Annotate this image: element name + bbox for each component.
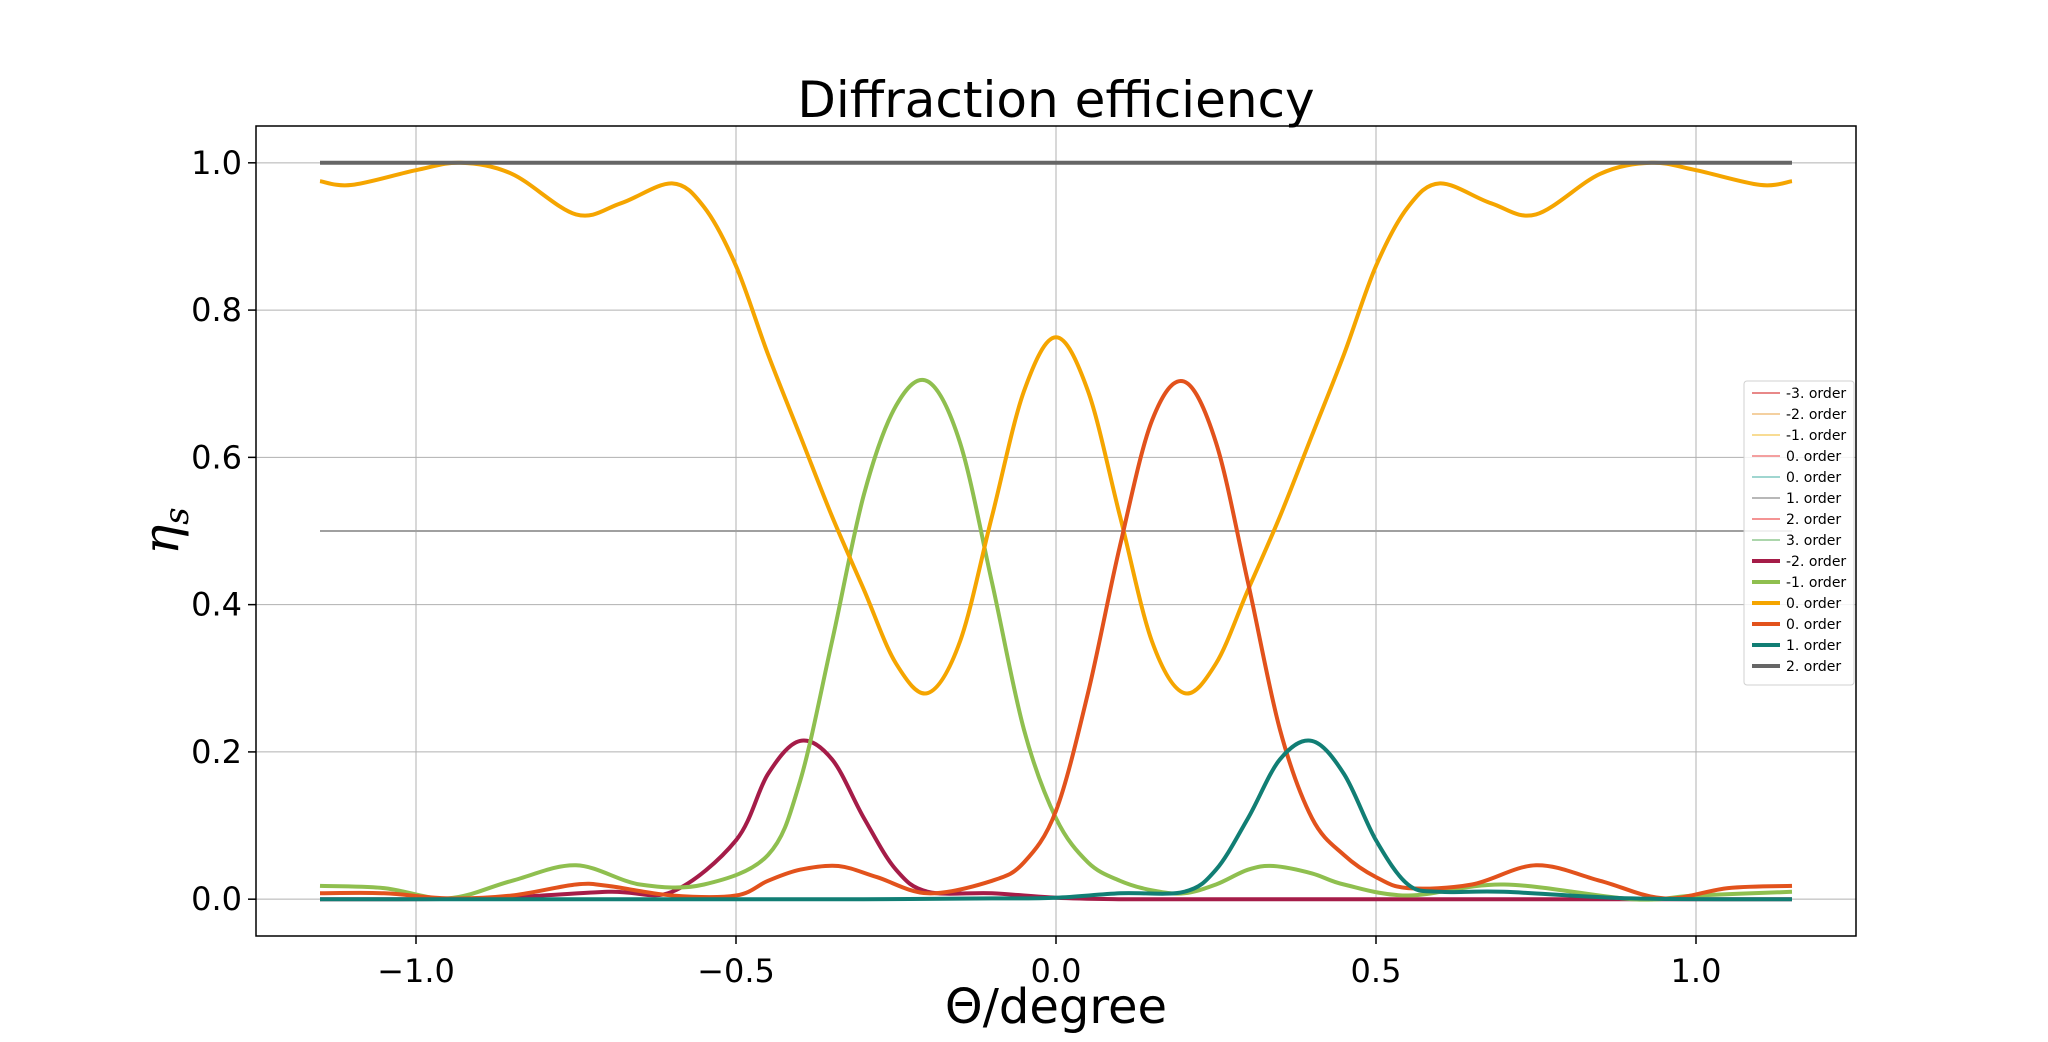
x-axis: −1.0 −0.5 0.0 0.5 1.0 (377, 936, 1721, 990)
y-tick-label: 0.4 (191, 586, 242, 624)
series-line-0-order-10 (319, 160, 1793, 696)
legend-label: 1. order (1786, 638, 1841, 654)
legend-box (1743, 380, 1855, 686)
series-line-1-order-9 (319, 378, 1793, 902)
legend-label: 2. order (1786, 659, 1841, 675)
y-tick-label: 1.0 (191, 144, 242, 182)
legend-label: 2. order (1786, 512, 1841, 528)
x-tick-label: −0.5 (697, 952, 775, 990)
x-axis-label: Θ/degree (945, 979, 1167, 1035)
series-line-0-order-11 (319, 379, 1793, 901)
y-tick-label: 0.2 (191, 733, 242, 771)
y-axis-label: ηs (132, 507, 197, 554)
legend-label: -3. order (1786, 386, 1846, 402)
y-axis-label-subscript: s (157, 507, 197, 524)
legend: -3. order -2. order -1. order 0. order 0. or… (1743, 380, 1855, 686)
y-tick-label: 0.0 (191, 880, 242, 918)
legend-label: 0. order (1786, 470, 1841, 486)
y-axis-label-main: η (132, 525, 190, 555)
y-axis: 0.0 0.2 0.4 0.6 0.8 1.0 (191, 144, 256, 918)
x-tick-label: 1.0 (1671, 952, 1722, 990)
legend-label: -1. order (1786, 428, 1846, 444)
legend-label: 0. order (1786, 596, 1841, 612)
legend-label: -2. order (1786, 407, 1846, 423)
legend-label: 1. order (1786, 491, 1841, 507)
y-tick-label: 0.6 (191, 438, 242, 476)
legend-label: -2. order (1786, 554, 1846, 570)
series-layer (319, 160, 1793, 902)
chart-title: Diffraction efficiency (797, 71, 1314, 129)
series-line-1-order-12 (320, 738, 1793, 902)
x-tick-label: 0.0 (1031, 952, 1082, 990)
legend-label: 0. order (1786, 617, 1841, 633)
legend-label: 3. order (1786, 533, 1841, 549)
legend-label: -1. order (1786, 575, 1846, 591)
y-tick-label: 0.8 (191, 291, 242, 329)
svg-text:ηs: ηs (132, 507, 197, 554)
x-tick-label: 0.5 (1351, 952, 1402, 990)
x-tick-label: −1.0 (377, 952, 455, 990)
legend-label: 0. order (1786, 449, 1841, 465)
